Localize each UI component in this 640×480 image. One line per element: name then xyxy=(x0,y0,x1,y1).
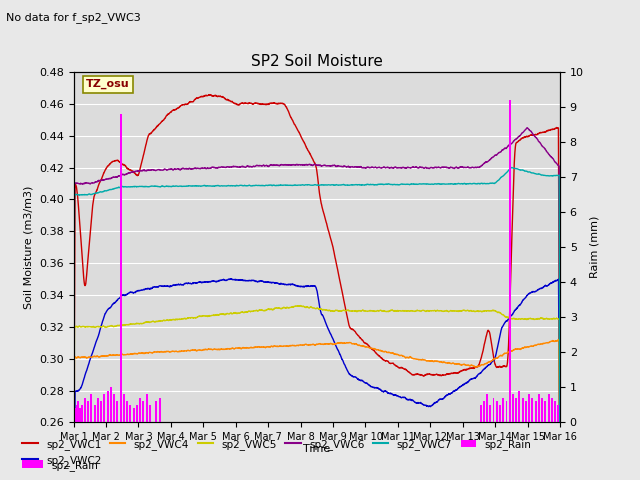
Text: TZ_osu: TZ_osu xyxy=(86,79,129,89)
Bar xyxy=(545,401,547,422)
Bar xyxy=(512,395,514,422)
Bar xyxy=(149,405,151,422)
Bar xyxy=(100,401,102,422)
Bar xyxy=(107,391,109,422)
Bar xyxy=(90,395,92,422)
Bar xyxy=(531,398,533,422)
Bar xyxy=(139,398,141,422)
Bar xyxy=(496,401,498,422)
Bar xyxy=(74,408,76,422)
Bar xyxy=(81,405,83,422)
Bar xyxy=(483,401,484,422)
Bar xyxy=(116,401,118,422)
Bar xyxy=(548,395,550,422)
Bar xyxy=(528,395,530,422)
Title: SP2 Soil Moisture: SP2 Soil Moisture xyxy=(251,54,383,70)
Bar xyxy=(136,405,138,422)
Bar xyxy=(534,401,537,422)
Bar xyxy=(132,408,134,422)
Y-axis label: Soil Moisture (m3/m3): Soil Moisture (m3/m3) xyxy=(24,185,33,309)
Bar xyxy=(551,398,553,422)
Bar xyxy=(104,395,106,422)
Bar xyxy=(502,398,504,422)
Bar xyxy=(159,398,161,422)
Legend: sp2_Rain: sp2_Rain xyxy=(18,456,102,475)
Bar xyxy=(97,398,99,422)
Bar xyxy=(110,387,112,422)
Bar xyxy=(541,398,543,422)
Bar xyxy=(87,401,89,422)
Bar xyxy=(76,405,78,422)
Bar xyxy=(156,401,157,422)
Bar xyxy=(506,401,508,422)
Bar xyxy=(522,398,524,422)
Bar xyxy=(557,405,559,422)
Bar xyxy=(142,401,144,422)
Bar xyxy=(486,395,488,422)
Y-axis label: Raim (mm): Raim (mm) xyxy=(589,216,599,278)
Bar xyxy=(93,405,95,422)
Bar xyxy=(126,401,128,422)
Bar xyxy=(525,401,527,422)
Bar xyxy=(84,398,86,422)
Bar xyxy=(145,395,148,422)
Bar xyxy=(509,100,511,422)
Legend: sp2_VWC1, sp2_VWC2, sp2_VWC4, sp2_VWC5, sp2_VWC6, sp2_VWC7, sp2_Rain: sp2_VWC1, sp2_VWC2, sp2_VWC4, sp2_VWC5, … xyxy=(18,434,536,470)
Text: No data for f_sp2_VWC3: No data for f_sp2_VWC3 xyxy=(6,12,141,23)
Bar xyxy=(515,398,517,422)
Bar xyxy=(120,114,122,422)
Bar xyxy=(129,405,131,422)
Bar xyxy=(123,395,125,422)
Bar xyxy=(493,398,495,422)
Bar xyxy=(113,395,115,422)
Bar xyxy=(490,405,492,422)
Bar xyxy=(518,391,520,422)
Bar xyxy=(538,395,540,422)
Bar xyxy=(79,408,81,422)
Bar xyxy=(554,401,556,422)
Bar xyxy=(499,405,501,422)
Bar xyxy=(479,405,481,422)
X-axis label: Time: Time xyxy=(303,444,330,454)
Bar xyxy=(77,401,79,422)
